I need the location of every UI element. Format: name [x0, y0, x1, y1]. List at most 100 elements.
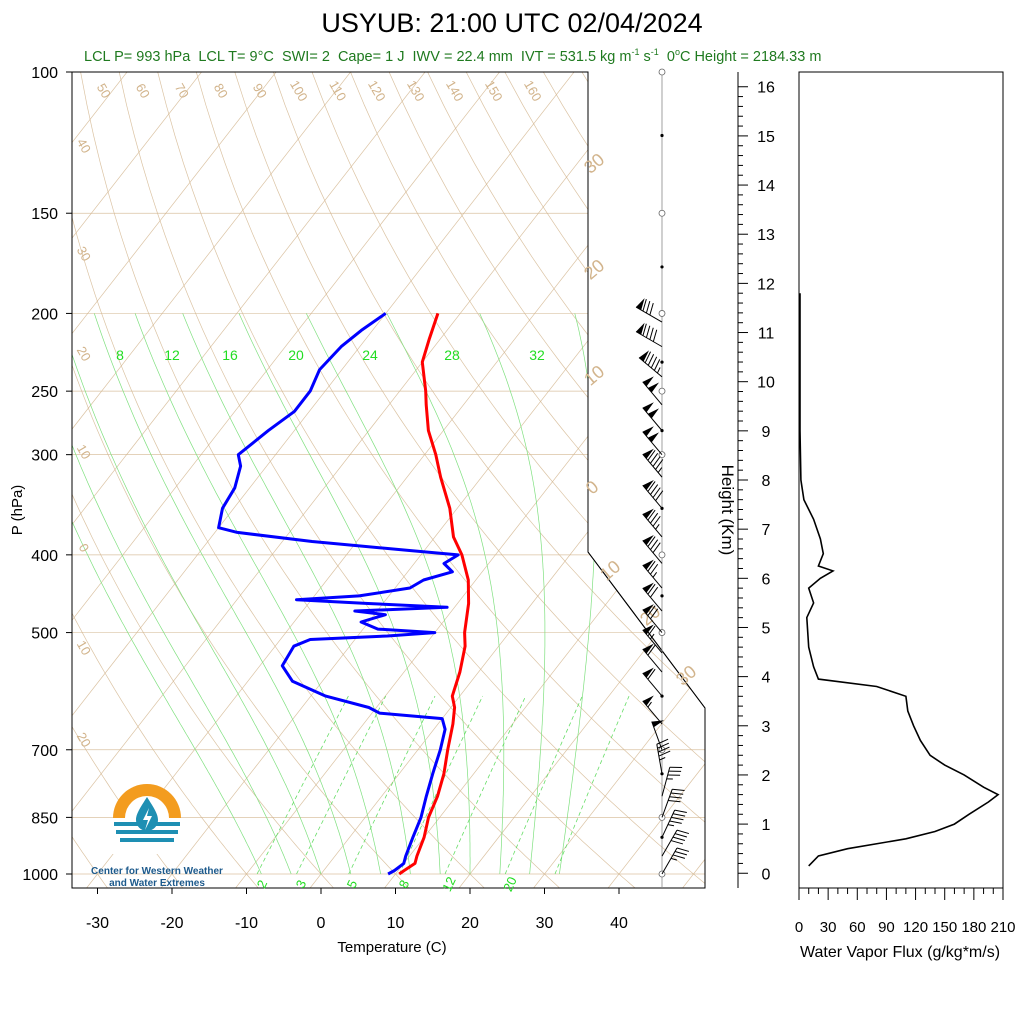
wind-barb-full [652, 456, 661, 467]
pressure-tick-label: 100 [31, 65, 58, 82]
wind-barb-flag [647, 408, 659, 419]
wind-barb-half [657, 467, 663, 473]
wind-barb-full [655, 459, 664, 470]
isotherm-edge-label: 10 [596, 556, 624, 584]
flux-tick-label: 210 [990, 919, 1015, 936]
dry-adiabat-label: 90 [250, 81, 270, 101]
wind-barb-shaft [642, 564, 663, 589]
temperature-tick-label: -30 [86, 915, 109, 932]
wind-barb-full [649, 327, 654, 340]
flux-tick-label: 180 [961, 919, 986, 936]
chart-subtitle: LCL P= 993 hPa LCL T= 9°C SWI= 2 Cape= 1… [84, 47, 821, 65]
height-tick-label: 16 [757, 80, 775, 97]
wind-barb-full [674, 851, 688, 856]
wind-barb-full [669, 820, 682, 824]
skewt-grid [72, 72, 705, 888]
wind-barb [642, 695, 663, 725]
subtitle-swi: SWI= 2 [281, 48, 330, 65]
wind-barb-full [642, 298, 647, 312]
pressure-axis-label: P (hPa) [9, 485, 26, 536]
isotherm-edge-label: 30 [672, 661, 700, 689]
dry-adiabat-line [148, 72, 705, 888]
height-tick-label: 12 [757, 276, 775, 293]
height-tick-label: 5 [762, 620, 771, 637]
wind-barb-full [672, 813, 686, 817]
isotherm-line [72, 72, 156, 888]
flux-frame [798, 71, 1004, 889]
wind-barb-full [676, 829, 690, 835]
isotherm-line [72, 72, 678, 888]
wind-barb-half [655, 524, 660, 530]
moist-adiabat-line [72, 313, 322, 875]
wind-barb-full [650, 539, 659, 550]
wind-barb-shaft [642, 629, 663, 654]
barb-station-circle [658, 551, 666, 559]
moist-adiabat-label: 24 [362, 347, 378, 363]
subtitle-ivt: IVT = 531.5 kg m [520, 48, 632, 65]
pressure-tick-label: 200 [31, 306, 58, 323]
dry-adiabat-line [635, 72, 705, 888]
dry-adiabat-label: 120 [365, 78, 389, 104]
wind-barb-full [650, 484, 659, 495]
height-tick-label: 4 [762, 670, 771, 687]
isotherm-line [72, 72, 231, 888]
dry-adiabat-label: 160 [521, 78, 545, 104]
subtitle-ivt-s: s [639, 48, 651, 65]
subtitle-ivt-exp2: -1 [650, 47, 659, 57]
dry-adiabat-label: 110 [326, 78, 349, 103]
wind-barb-shaft [642, 485, 663, 509]
wind-barb-full [647, 560, 656, 572]
dry-adiabat-line [298, 72, 705, 888]
wind-barb-full [645, 325, 651, 338]
wind-barb-full [671, 816, 684, 821]
subtitle-zero-sup: o [674, 47, 680, 57]
wind-barb-full [644, 351, 652, 364]
wind-barb-shaft [661, 767, 671, 797]
wind-barb-half [647, 701, 652, 708]
wind-barb-shaft [642, 513, 663, 538]
wind-barb [656, 738, 671, 774]
height-tick-label: 2 [762, 768, 771, 785]
wind-barb-shaft [638, 357, 663, 378]
chart-title: USYUB: 21:00 UTC 02/04/2024 [321, 8, 703, 38]
isotherm-line [381, 72, 705, 888]
dry-adiabat-line [72, 72, 186, 888]
wind-barb-flag [642, 559, 654, 570]
mixing-ratio-line [296, 695, 387, 875]
wind-barb-full [657, 746, 670, 753]
isotherm-label: 0 [76, 541, 93, 555]
wind-barb-flag [642, 376, 654, 387]
subtitle-cape: Cape= 1 J [337, 48, 405, 65]
wind-barb-flag [642, 426, 654, 437]
moist-adiabat-label: 28 [444, 347, 460, 363]
wind-barb-full [650, 563, 659, 575]
dry-adiabat-line [111, 72, 639, 888]
isotherm-line [456, 72, 705, 888]
wind-barb [661, 766, 683, 797]
isotherm-line [72, 72, 603, 888]
mixing-ratio-line [504, 695, 583, 875]
mixing-ratio-label: 8 [396, 878, 413, 891]
wind-barb-flag [642, 448, 654, 459]
wind-barb-shaft [642, 381, 663, 406]
wind-barb-full [652, 487, 661, 498]
cw3e-logo-icon [112, 784, 182, 854]
temperature-tick-label: 40 [610, 915, 628, 932]
barb-station-circle [658, 68, 666, 76]
mixing-ratio-line [256, 695, 349, 875]
wind-barb [638, 350, 663, 378]
moist-adiabat-label: 8 [116, 347, 124, 363]
wind-barb-shaft [642, 540, 663, 564]
wind-barb-full [650, 453, 659, 464]
wind-barb-full [647, 449, 656, 461]
moist-adiabat-label: 20 [288, 347, 304, 363]
wind-barb-shaft [642, 587, 663, 612]
dry-adiabat-line [410, 72, 705, 888]
wind-barb-full [652, 542, 661, 554]
flux-tick-label: 0 [795, 919, 803, 936]
moist-adiabat-line [182, 313, 411, 875]
wind-barb-flag [642, 582, 654, 593]
wind-barb-flag [639, 350, 650, 362]
height-tick-label: 3 [762, 719, 771, 736]
height-tick-label: 10 [757, 375, 775, 392]
